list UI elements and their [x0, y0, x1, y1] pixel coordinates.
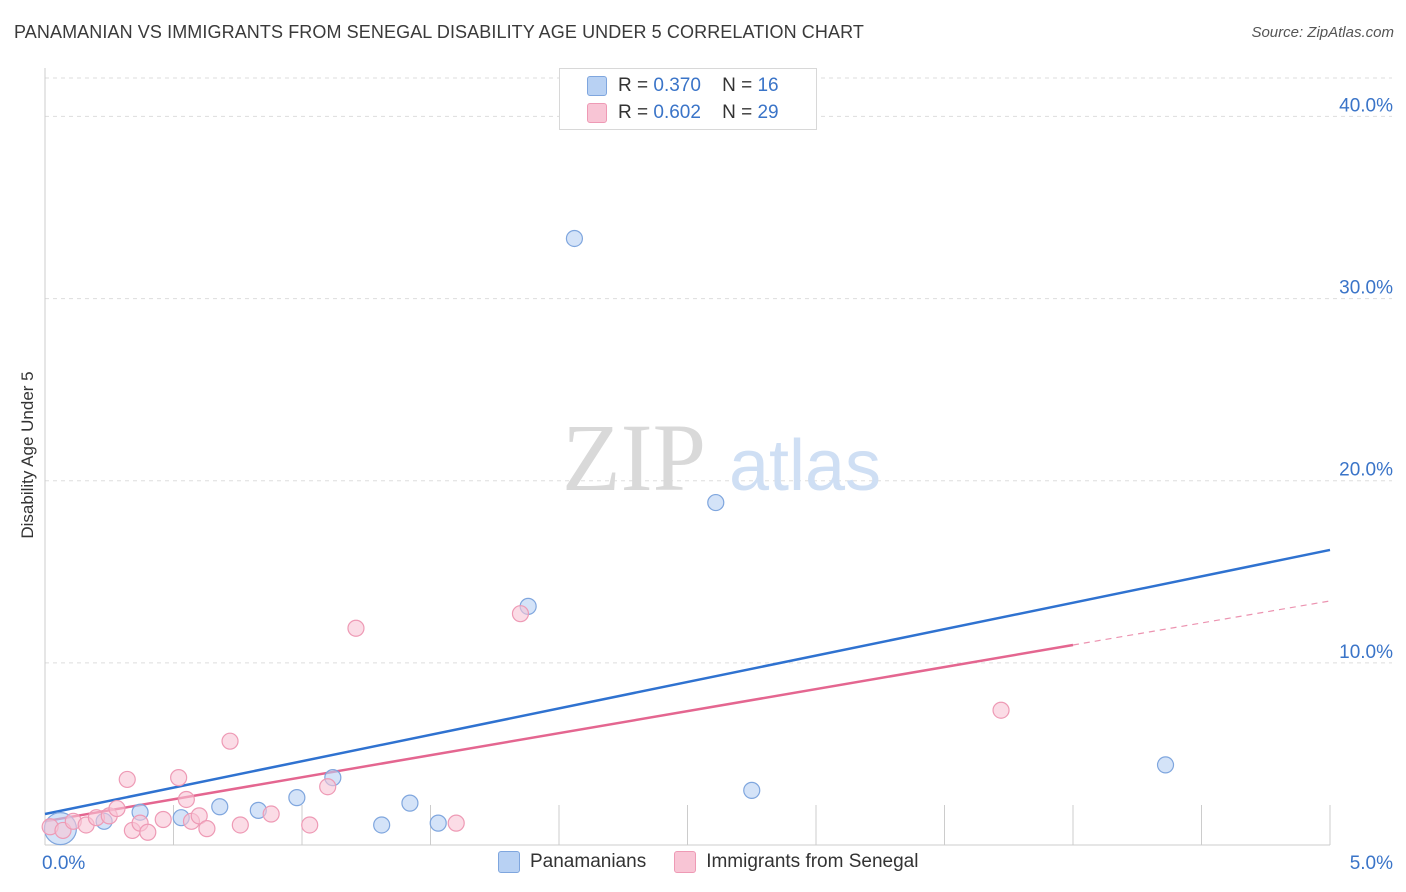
data-point-pink [511, 605, 530, 623]
trend-lines [44, 548, 1331, 823]
data-point-blue [707, 493, 725, 512]
tick-labels: 10.0% 20.0% 30.0% 40.0% 0.0% 5.0% [42, 95, 1393, 874]
data-point-pink [170, 769, 188, 787]
series-swatch-pink [674, 851, 697, 873]
legend-n-label: N = [722, 75, 753, 96]
data-point-pink [190, 807, 208, 825]
data-point-pink [139, 823, 157, 841]
data-point-blue [373, 816, 391, 834]
watermark-zip: ZIP [562, 404, 706, 511]
data-point-pink [221, 732, 239, 750]
chart-title: PANAMANIAN VS IMMIGRANTS FROM SENEGAL DI… [14, 22, 864, 42]
data-point-pink [154, 810, 172, 829]
correlation-legend: R = 0.370 N = 16 R = 0.602 N = 29 [559, 68, 817, 130]
data-point-pink [198, 820, 216, 838]
scatter-points [41, 229, 1175, 846]
x-tick-label-min: 0.0% [42, 853, 85, 874]
data-point-blue [1156, 756, 1175, 774]
y-axis-label: Disability Age Under 5 [18, 371, 37, 539]
series-legend-senegal[interactable]: Immigrants from Senegal [674, 851, 918, 873]
series-legend-panamanians[interactable]: Panamanians [498, 851, 646, 873]
series-legend: Panamanians Immigrants from Senegal [498, 851, 946, 873]
legend-n-value: 29 [757, 102, 779, 123]
legend-r-value: 0.602 [653, 102, 701, 123]
legend-r-label: R = [618, 102, 649, 123]
data-point-pink [347, 619, 365, 637]
y-tick-label: 30.0% [1339, 278, 1393, 299]
data-point-pink [262, 805, 280, 823]
data-point-pink [447, 814, 465, 832]
data-point-blue [743, 781, 761, 799]
x-tick-label-max: 5.0% [1350, 853, 1393, 874]
data-point-blue [565, 229, 584, 248]
watermark-atlas: atlas [729, 426, 881, 506]
trend-line-pink [44, 643, 1074, 823]
series-label: Panamanians [530, 851, 647, 872]
legend-n-value: 16 [757, 75, 779, 96]
series-swatch-blue [498, 851, 520, 873]
series-label: Immigrants from Senegal [706, 851, 919, 872]
legend-n-label: N = [722, 102, 753, 123]
data-point-blue [429, 814, 447, 832]
trend-line-blue [44, 548, 1331, 816]
trend-line-extension-pink [1072, 600, 1331, 646]
legend-swatch-blue [587, 76, 607, 96]
legend-r-label: R = [618, 75, 649, 96]
legend-swatch-pink [587, 103, 607, 123]
watermark: ZIP atlas [562, 404, 881, 511]
data-point-pink [319, 778, 337, 796]
data-point-pink [301, 816, 319, 834]
y-tick-label: 20.0% [1339, 460, 1393, 481]
legend-r-value: 0.370 [653, 75, 701, 96]
source-label: Source: ZipAtlas.com [1251, 24, 1394, 41]
axes [44, 68, 1331, 846]
data-point-pink [992, 701, 1010, 719]
data-point-pink [177, 790, 195, 809]
y-tick-label: 10.0% [1339, 642, 1393, 663]
data-point-pink [231, 816, 249, 834]
data-point-pink [118, 770, 136, 789]
data-point-pink [108, 799, 126, 818]
data-point-blue [288, 789, 306, 807]
grid-lines [45, 77, 1392, 664]
data-point-blue [211, 798, 229, 816]
y-tick-label: 40.0% [1339, 95, 1393, 116]
data-point-blue [401, 794, 419, 812]
